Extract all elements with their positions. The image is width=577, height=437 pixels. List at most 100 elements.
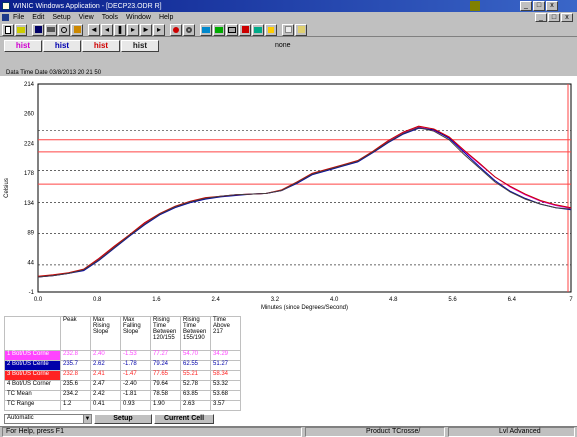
table-cell[interactable]: 2.42 [90,390,121,401]
menu-edit[interactable]: Edit [32,13,45,21]
back-icon[interactable]: ◂ [101,23,113,36]
hist-button-3[interactable]: hist [82,40,120,52]
header-time-above: Time Above 217 [210,316,241,351]
hist-button-2[interactable]: hist [43,40,81,52]
table-cell[interactable]: 63.85 [180,390,211,401]
play-icon[interactable]: ▸ [127,23,139,36]
table-cell[interactable]: 62.55 [180,360,211,371]
table-cell[interactable]: 2.63 [180,400,211,411]
table-cell[interactable]: -1.78 [120,360,151,371]
table-cell[interactable]: 53.32 [210,380,241,391]
menu-window[interactable]: Window [126,13,151,21]
doc-icon [2,13,9,21]
graph-icon[interactable] [200,23,212,36]
menu-tools[interactable]: Tools [101,13,119,21]
table-cell[interactable]: 3.57 [210,400,241,411]
y-tick-label: 260 [24,112,35,118]
mdi-close-button[interactable]: x [561,13,573,22]
menu-bar: File Edit Setup View Tools Window Help [0,12,577,22]
table-cell[interactable]: 58.34 [210,370,241,381]
table-cell[interactable]: 1.2 [60,400,91,411]
setup-button[interactable]: Setup [94,414,152,424]
menu-help[interactable]: Help [158,13,174,21]
mode-select[interactable]: Automatic ▼ [4,414,92,424]
table-cell[interactable]: 34.29 [210,350,241,361]
table-cell[interactable]: 0.41 [90,400,121,411]
menu-view[interactable]: View [78,13,94,21]
table-cell[interactable]: 2.47 [90,380,121,391]
new-icon[interactable] [2,23,14,36]
table-cell[interactable]: -1.47 [120,370,151,381]
tray-icon[interactable] [470,1,480,11]
table-cell[interactable]: -1.81 [120,390,151,401]
x-tick-label: 6.4 [508,297,517,303]
menu-file[interactable]: File [13,13,25,21]
pause-icon[interactable]: ❚ [114,23,126,36]
table-cell[interactable]: 54.70 [180,350,211,361]
table-cell[interactable]: 0.93 [120,400,151,411]
table-cell[interactable]: 232.8 [60,350,91,361]
table-cell[interactable]: 79.24 [150,360,181,371]
table-cell[interactable]: 235.6 [60,380,91,391]
chevron-down-icon[interactable]: ▼ [83,415,91,423]
table-cell[interactable]: 2.40 [90,350,121,361]
record-icon[interactable] [170,23,182,36]
export-icon[interactable] [71,23,83,36]
table-cell[interactable]: 52.78 [180,380,211,391]
series-line-3 [37,125,572,277]
hist-button-4[interactable]: hist [121,40,159,52]
chart-area[interactable]: 214 260 224 178 134 89 44 -1 0.0 0.8 1.6 2.4 3.2 4.0 4… [0,76,577,312]
table-row[interactable]: 4 Bot/US Corner 235.6 2.47 -2.40 79.64 52.78 5… [4,380,241,391]
table-cell[interactable]: 235.7 [60,360,91,371]
maximize-button[interactable]: □ [533,1,545,11]
table-cell[interactable]: 77.65 [150,370,181,381]
table-cell[interactable]: 232.8 [60,370,91,381]
table-cell[interactable]: 55.21 [180,370,211,381]
mdi-maximize-button[interactable]: □ [548,13,560,22]
forward-icon[interactable]: ► [140,23,152,36]
table-cell[interactable]: 78.58 [150,390,181,401]
table-cell[interactable]: -1.53 [120,350,151,361]
meter-icon[interactable] [226,23,238,36]
table-row[interactable]: 1 Bot/US Corne 232.8 2.40 -1.53 77.27 54.70 34… [4,350,241,361]
bars-icon[interactable] [213,23,225,36]
x-axis-label: Minutes (since Degrees/Second) [261,305,348,311]
info-icon[interactable] [282,23,294,36]
table-cell[interactable]: 79.64 [150,380,181,391]
table-row[interactable]: 3 Bot/US Corne 232.8 2.41 -1.47 77.65 55.21 58… [4,370,241,381]
y-axis-label: Celsius [4,178,10,198]
table-cell[interactable]: 53.68 [210,390,241,401]
alarm-icon[interactable] [239,23,251,36]
window-title: WINIC Windows Application - [DECP23.ODR … [13,2,162,10]
save-icon[interactable] [32,23,44,36]
table-cell[interactable]: 77.27 [150,350,181,361]
open-icon[interactable] [15,23,27,36]
row-label: TC Mean [4,390,61,401]
lock-icon[interactable] [265,23,277,36]
mdi-minimize-button[interactable]: _ [535,13,547,22]
table-cell[interactable]: -2.40 [120,380,151,391]
table-cell[interactable]: 2.41 [90,370,121,381]
menu-setup[interactable]: Setup [52,13,71,21]
hist-button-1[interactable]: hist [4,40,42,52]
minimize-button[interactable]: _ [520,1,532,11]
rewind-icon[interactable]: ◄ [88,23,100,36]
print-icon[interactable] [45,23,57,36]
chart-icon[interactable] [252,23,264,36]
table-row[interactable]: 2 Bot/US Cente 235.7 2.62 -1.78 79.24 62.55 51… [4,360,241,371]
x-tick-label: 7 [569,297,573,303]
close-button[interactable]: x [546,1,558,11]
zoom-icon[interactable] [58,23,70,36]
time-label: Data Time Date 03/8/2013 20 21 50 [6,70,102,76]
end-icon[interactable]: ▸ [153,23,165,36]
help-icon[interactable] [295,23,307,36]
profile-chart[interactable]: 214 260 224 178 134 89 44 -10.0 0.8 1.6 2.4 3.2 4.0 4… [0,76,577,312]
current-cell-button[interactable]: Current Cell [154,414,214,424]
settings-icon[interactable] [183,23,195,36]
table-cell[interactable]: 2.62 [90,360,121,371]
table-cell[interactable]: 51.27 [210,360,241,371]
table-row[interactable]: TC Mean 234.2 2.42 -1.81 78.58 63.85 53.68 [4,390,241,401]
table-row[interactable]: TC Range 1.2 0.41 0.93 1.90 2.63 3.57 [4,400,241,411]
table-cell[interactable]: 234.2 [60,390,91,401]
table-cell[interactable]: 1.90 [150,400,181,411]
